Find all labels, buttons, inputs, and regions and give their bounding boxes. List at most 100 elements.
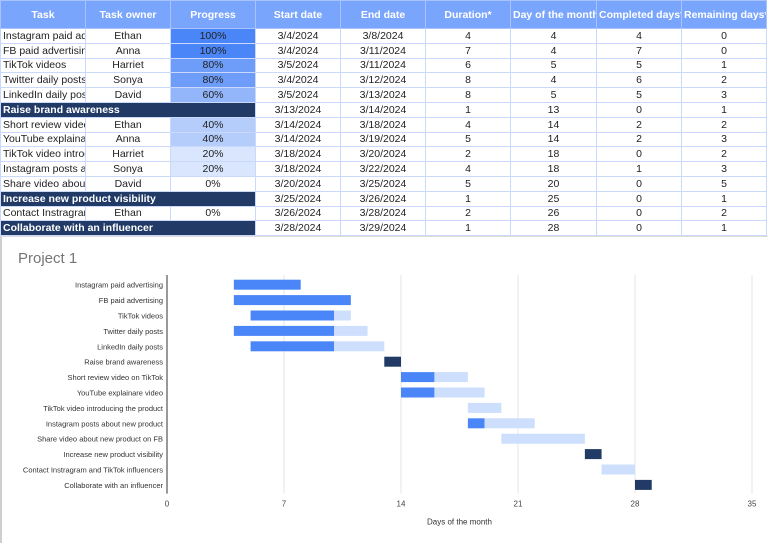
- cell-day[interactable]: 4: [510, 72, 597, 89]
- cell-completed[interactable]: 0: [596, 146, 682, 163]
- cell-duration[interactable]: 5: [425, 175, 511, 192]
- cell-duration[interactable]: 8: [425, 87, 511, 103]
- cell-duration[interactable]: 8: [425, 72, 511, 89]
- cell-start[interactable]: 3/28/2024: [255, 220, 341, 237]
- column-header[interactable]: Duration*: [425, 0, 511, 29]
- cell-day[interactable]: 4: [510, 42, 597, 59]
- cell-completed[interactable]: 5: [596, 87, 682, 103]
- cell-completed[interactable]: 0: [596, 190, 682, 207]
- cell-duration[interactable]: 4: [425, 161, 511, 177]
- cell-task[interactable]: FB paid advertising: [0, 42, 86, 59]
- cell-completed[interactable]: 0: [596, 175, 682, 192]
- cell-progress[interactable]: 80%: [170, 72, 256, 89]
- cell-owner[interactable]: David: [85, 87, 171, 103]
- cell-end[interactable]: 3/12/2024: [340, 72, 426, 89]
- cell-day[interactable]: 5: [510, 87, 597, 103]
- cell-end[interactable]: 3/22/2024: [340, 161, 426, 177]
- cell-progress[interactable]: [170, 220, 256, 237]
- cell-remaining[interactable]: 1: [681, 190, 767, 207]
- cell-owner[interactable]: Harriet: [85, 146, 171, 163]
- cell-task[interactable]: Increase new product visibility: [0, 190, 171, 207]
- cell-start[interactable]: 3/26/2024: [255, 205, 341, 222]
- cell-duration[interactable]: 7: [425, 42, 511, 59]
- cell-task[interactable]: Share video about new product on FB: [0, 175, 86, 192]
- cell-start[interactable]: 3/20/2024: [255, 175, 341, 192]
- cell-owner[interactable]: Anna: [85, 131, 171, 148]
- cell-start[interactable]: 3/14/2024: [255, 116, 341, 133]
- cell-progress[interactable]: [170, 101, 256, 118]
- cell-owner[interactable]: Ethan: [85, 116, 171, 133]
- cell-day[interactable]: 25: [510, 190, 597, 207]
- cell-day[interactable]: 4: [510, 28, 597, 44]
- cell-completed[interactable]: 4: [596, 28, 682, 44]
- cell-progress[interactable]: 100%: [170, 28, 256, 44]
- cell-duration[interactable]: 2: [425, 146, 511, 163]
- column-header[interactable]: Start date: [255, 0, 341, 29]
- cell-remaining[interactable]: 0: [681, 42, 767, 59]
- cell-remaining[interactable]: 3: [681, 131, 767, 148]
- cell-completed[interactable]: 0: [596, 205, 682, 222]
- cell-start[interactable]: 3/4/2024: [255, 28, 341, 44]
- column-header[interactable]: Task owner: [85, 0, 171, 29]
- cell-progress[interactable]: 20%: [170, 161, 256, 177]
- cell-remaining[interactable]: 0: [681, 28, 767, 44]
- cell-remaining[interactable]: 5: [681, 175, 767, 192]
- cell-end[interactable]: 3/26/2024: [340, 190, 426, 207]
- cell-end[interactable]: 3/18/2024: [340, 116, 426, 133]
- cell-owner[interactable]: Sonya: [85, 72, 171, 89]
- cell-owner[interactable]: Ethan: [85, 28, 171, 44]
- cell-remaining[interactable]: 2: [681, 146, 767, 163]
- cell-completed[interactable]: 0: [596, 101, 682, 118]
- column-header[interactable]: End date: [340, 0, 426, 29]
- column-header[interactable]: Completed days*: [596, 0, 682, 29]
- cell-progress[interactable]: 60%: [170, 87, 256, 103]
- cell-start[interactable]: 3/5/2024: [255, 57, 341, 74]
- cell-end[interactable]: 3/11/2024: [340, 57, 426, 74]
- cell-duration[interactable]: 4: [425, 116, 511, 133]
- cell-end[interactable]: 3/20/2024: [340, 146, 426, 163]
- cell-day[interactable]: 13: [510, 101, 597, 118]
- cell-progress[interactable]: 0%: [170, 205, 256, 222]
- cell-remaining[interactable]: 2: [681, 205, 767, 222]
- cell-completed[interactable]: 7: [596, 42, 682, 59]
- cell-day[interactable]: 14: [510, 116, 597, 133]
- cell-task[interactable]: TikTok videos: [0, 57, 86, 74]
- cell-start[interactable]: 3/4/2024: [255, 42, 341, 59]
- cell-end[interactable]: 3/29/2024: [340, 220, 426, 237]
- column-header[interactable]: Remaining days*: [681, 0, 767, 29]
- cell-day[interactable]: 18: [510, 146, 597, 163]
- cell-task[interactable]: Instagram posts about new product: [0, 161, 86, 177]
- cell-end[interactable]: 3/11/2024: [340, 42, 426, 59]
- cell-duration[interactable]: 1: [425, 101, 511, 118]
- cell-remaining[interactable]: 3: [681, 161, 767, 177]
- cell-day[interactable]: 18: [510, 161, 597, 177]
- cell-end[interactable]: 3/25/2024: [340, 175, 426, 192]
- cell-completed[interactable]: 1: [596, 161, 682, 177]
- cell-day[interactable]: 14: [510, 131, 597, 148]
- cell-completed[interactable]: 0: [596, 220, 682, 237]
- cell-task[interactable]: Raise brand awareness: [0, 101, 171, 118]
- cell-start[interactable]: 3/5/2024: [255, 87, 341, 103]
- cell-task[interactable]: Short review video on TikTok: [0, 116, 86, 133]
- cell-start[interactable]: 3/18/2024: [255, 161, 341, 177]
- cell-duration[interactable]: 4: [425, 28, 511, 44]
- cell-start[interactable]: 3/13/2024: [255, 101, 341, 118]
- cell-day[interactable]: 5: [510, 57, 597, 74]
- cell-owner[interactable]: Sonya: [85, 161, 171, 177]
- cell-duration[interactable]: 6: [425, 57, 511, 74]
- cell-task[interactable]: Instagram paid advertising: [0, 28, 86, 44]
- cell-duration[interactable]: 1: [425, 190, 511, 207]
- column-header[interactable]: Day of the month*: [510, 0, 597, 29]
- cell-task[interactable]: Collaborate with an influencer: [0, 220, 171, 237]
- cell-owner[interactable]: Harriet: [85, 57, 171, 74]
- cell-task[interactable]: Twitter daily posts: [0, 72, 86, 89]
- cell-end[interactable]: 3/8/2024: [340, 28, 426, 44]
- cell-day[interactable]: 26: [510, 205, 597, 222]
- cell-owner[interactable]: Anna: [85, 42, 171, 59]
- cell-day[interactable]: 20: [510, 175, 597, 192]
- cell-owner[interactable]: David: [85, 175, 171, 192]
- cell-end[interactable]: 3/19/2024: [340, 131, 426, 148]
- cell-task[interactable]: Contact Instragram and TikTok influencer…: [0, 205, 86, 222]
- cell-completed[interactable]: 5: [596, 57, 682, 74]
- cell-progress[interactable]: [170, 190, 256, 207]
